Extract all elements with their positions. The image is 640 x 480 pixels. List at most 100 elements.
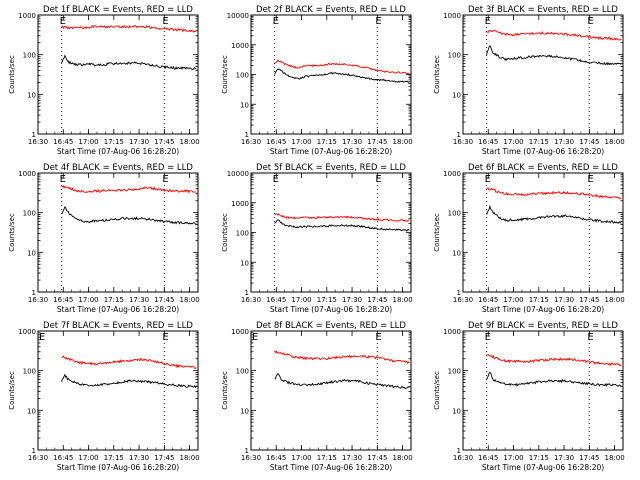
y-axis-label: Counts/sec bbox=[8, 371, 16, 410]
plot-frame bbox=[462, 172, 624, 293]
y-tick-label: 10 bbox=[27, 91, 36, 99]
x-tick-label: 17:45 bbox=[154, 454, 174, 462]
chart-title: Det 1f BLACK = Events, RED = LLD bbox=[43, 5, 193, 15]
x-axis-label: Start Time (07-Aug-06 16:28:20) bbox=[270, 463, 392, 472]
x-tick-label: 16:30 bbox=[28, 138, 48, 146]
x-tick-label: 17:45 bbox=[154, 296, 174, 304]
y-tick-label: 1 bbox=[457, 447, 461, 455]
plot-frame bbox=[462, 14, 624, 135]
x-tick-label: 16:45 bbox=[478, 454, 498, 462]
chart-panel-4: Det 4f BLACK = Events, RED = LLD 1 10 100 10… bbox=[8, 163, 200, 314]
x-tick-label: 16:30 bbox=[453, 454, 473, 462]
series-lld-line bbox=[486, 29, 622, 41]
x-tick-label: 17:30 bbox=[342, 296, 362, 304]
y-tick-label: 10000 bbox=[227, 12, 249, 20]
chart-title: Det 7f BLACK = Events, RED = LLD bbox=[43, 321, 193, 331]
x-tick-label: 16:30 bbox=[453, 296, 473, 304]
x-tick-label: 16:30 bbox=[453, 138, 473, 146]
x-axis-label: Start Time (07-Aug-06 16:28:20) bbox=[482, 147, 604, 156]
y-tick-label: 1 bbox=[245, 289, 249, 297]
x-tick-label: 18:00 bbox=[392, 454, 412, 462]
y-tick-label: 10 bbox=[452, 91, 461, 99]
y-tick-label: 100 bbox=[23, 52, 36, 60]
x-tick-label: 16:30 bbox=[28, 454, 48, 462]
plot-frame bbox=[37, 14, 199, 135]
x-axis-label: Start Time (07-Aug-06 16:28:20) bbox=[270, 147, 392, 156]
plot-frame bbox=[250, 330, 412, 451]
series-events-line bbox=[274, 219, 410, 232]
x-tick-label: 18:00 bbox=[179, 454, 199, 462]
event-marker-label: E bbox=[375, 16, 381, 27]
x-tick-label: 17:15 bbox=[104, 296, 124, 304]
x-tick-label: 18:00 bbox=[179, 296, 199, 304]
y-tick-label: 1000 bbox=[18, 328, 36, 336]
x-axis-label: Start Time (07-Aug-06 16:28:20) bbox=[57, 463, 179, 472]
chart-panel-3: Det 3f BLACK = Events, RED = LLD 1 10 100 10… bbox=[433, 5, 625, 156]
x-tick-label: 18:00 bbox=[392, 296, 412, 304]
event-marker-label: E bbox=[485, 16, 491, 27]
x-tick-label: 16:30 bbox=[28, 296, 48, 304]
y-tick-label: 10 bbox=[240, 101, 249, 109]
y-tick-label: 1000 bbox=[443, 328, 461, 336]
x-tick-label: 16:45 bbox=[53, 296, 73, 304]
y-axis-label: Counts/sec bbox=[8, 55, 16, 94]
x-tick-label: 17:45 bbox=[579, 138, 599, 146]
y-tick-label: 100 bbox=[236, 72, 249, 80]
y-tick-label: 1 bbox=[245, 131, 249, 139]
series-lld-line bbox=[61, 24, 197, 33]
x-tick-label: 17:45 bbox=[579, 296, 599, 304]
event-marker-label: E bbox=[273, 174, 279, 185]
x-tick-label: 17:30 bbox=[129, 138, 149, 146]
event-marker-label: E bbox=[375, 174, 381, 185]
x-tick-label: 17:15 bbox=[104, 138, 124, 146]
y-tick-label: 100 bbox=[448, 210, 461, 218]
chart-panel-1: Det 1f BLACK = Events, RED = LLD 1 10 100 10… bbox=[8, 5, 200, 156]
y-tick-label: 100 bbox=[236, 230, 249, 238]
x-tick-label: 17:00 bbox=[291, 454, 311, 462]
chart-title: Det 4f BLACK = Events, RED = LLD bbox=[43, 163, 193, 173]
x-tick-label: 16:45 bbox=[266, 296, 286, 304]
chart-panel-9: Det 9f BLACK = Events, RED = LLD 1 10 100 10… bbox=[433, 321, 625, 472]
x-tick-label: 17:45 bbox=[579, 454, 599, 462]
y-axis-label: Counts/sec bbox=[221, 213, 229, 252]
y-axis-label: Counts/sec bbox=[221, 55, 229, 94]
x-tick-label: 17:45 bbox=[154, 138, 174, 146]
y-tick-label: 10 bbox=[452, 407, 461, 415]
x-tick-label: 18:00 bbox=[604, 138, 624, 146]
chart-title: Det 9f BLACK = Events, RED = LLD bbox=[468, 321, 618, 331]
chart-title: Det 6f BLACK = Events, RED = LLD bbox=[468, 163, 618, 173]
y-tick-label: 1 bbox=[245, 447, 249, 455]
x-tick-label: 17:00 bbox=[503, 296, 523, 304]
event-marker-label: E bbox=[60, 174, 66, 185]
chart-panel-8: Det 8f BLACK = Events, RED = LLD 1 10 100 10… bbox=[221, 321, 413, 472]
x-tick-label: 18:00 bbox=[392, 138, 412, 146]
x-tick-label: 16:30 bbox=[241, 454, 261, 462]
plot-frame bbox=[462, 330, 624, 451]
y-tick-label: 10 bbox=[240, 259, 249, 267]
x-tick-label: 17:00 bbox=[291, 138, 311, 146]
x-axis-label: Start Time (07-Aug-06 16:28:20) bbox=[482, 305, 604, 314]
x-tick-label: 17:30 bbox=[554, 454, 574, 462]
plot-frame bbox=[37, 330, 199, 451]
y-tick-label: 1 bbox=[457, 289, 461, 297]
series-lld-line bbox=[486, 187, 622, 200]
y-axis-label: Counts/sec bbox=[433, 213, 441, 252]
x-tick-label: 18:00 bbox=[604, 454, 624, 462]
chart-title: Det 3f BLACK = Events, RED = LLD bbox=[468, 5, 618, 15]
series-lld-line bbox=[274, 350, 410, 365]
event-marker-label: E bbox=[39, 332, 45, 343]
series-lld-line bbox=[274, 213, 410, 222]
series-lld-line bbox=[61, 355, 197, 369]
event-marker-label: E bbox=[60, 16, 66, 27]
chart-title: Det 5f BLACK = Events, RED = LLD bbox=[256, 163, 406, 173]
event-marker-label: E bbox=[162, 16, 168, 27]
event-marker-label: E bbox=[485, 332, 491, 343]
series-events-line bbox=[274, 372, 410, 390]
x-tick-label: 16:45 bbox=[266, 454, 286, 462]
chart-panel-7: Det 7f BLACK = Events, RED = LLD 1 10 100 10… bbox=[8, 321, 200, 472]
chart-panel-6: Det 6f BLACK = Events, RED = LLD 1 10 100 10… bbox=[433, 163, 625, 314]
y-axis-label: Counts/sec bbox=[433, 55, 441, 94]
x-tick-label: 16:30 bbox=[241, 296, 261, 304]
y-tick-label: 1000 bbox=[18, 170, 36, 178]
